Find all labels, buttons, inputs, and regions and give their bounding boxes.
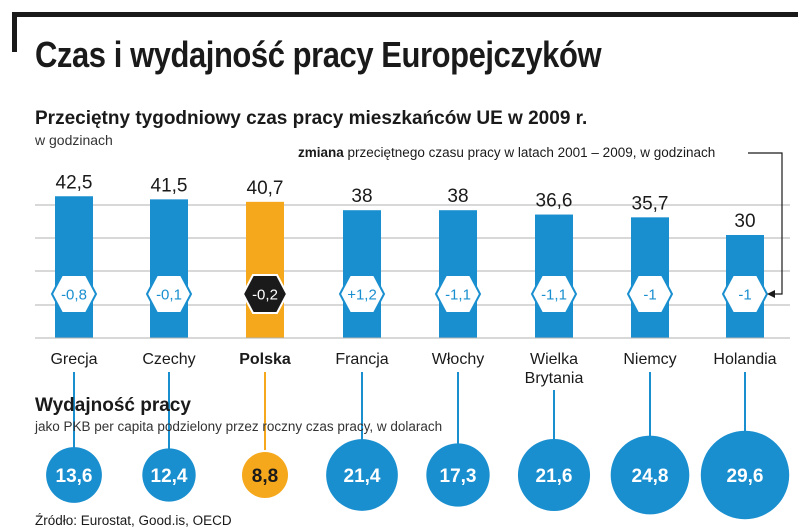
productivity-circle xyxy=(46,447,102,503)
change-value-label: -1,1 xyxy=(541,287,567,304)
productivity-circle xyxy=(142,448,196,502)
productivity-value-label: 8,8 xyxy=(252,466,278,487)
category-label: Polska xyxy=(239,351,291,368)
bar-value-label: 42,5 xyxy=(56,172,93,193)
bar-value-label: 36,6 xyxy=(536,191,573,212)
change-hexagon xyxy=(50,274,98,314)
bar-value-label: 40,7 xyxy=(247,178,284,199)
change-value-label: -1,1 xyxy=(445,287,471,304)
chart-title: Czas i wydajność pracy Europejczyków xyxy=(35,34,602,75)
change-hexagon xyxy=(338,274,386,314)
productivity-value-label: 13,6 xyxy=(56,466,93,487)
category-label: Wielka xyxy=(530,351,578,368)
category-label: Włochy xyxy=(432,351,484,368)
productivity-value-label: 21,6 xyxy=(536,466,573,487)
category-label: Holandia xyxy=(713,351,776,368)
change-hexagon xyxy=(530,274,578,314)
category-label: Grecja xyxy=(50,351,97,368)
source-note: Źródło: Eurostat, Good.is, OECD xyxy=(35,513,232,528)
bar-value-label: 41,5 xyxy=(151,175,188,196)
change-value-label: -1 xyxy=(643,287,656,304)
change-note: zmiana przeciętnego czasu pracy w latach… xyxy=(298,145,715,160)
category-label: Brytania xyxy=(525,370,584,387)
change-note-rest: przeciętnego czasu pracy w latach 2001 –… xyxy=(343,145,716,160)
change-hexagon xyxy=(434,274,482,314)
bar-value-label: 30 xyxy=(734,211,755,232)
change-value-label: -0,1 xyxy=(156,287,182,304)
change-note-bold: zmiana xyxy=(298,145,344,160)
productivity-circle xyxy=(610,435,690,515)
category-label: Czechy xyxy=(142,351,195,368)
change-hexagon xyxy=(626,274,674,314)
bar xyxy=(246,201,284,338)
change-value-label: -1 xyxy=(738,287,751,304)
category-label: Francja xyxy=(335,351,388,368)
change-value-label: +1,2 xyxy=(347,287,377,304)
frame-left-rule xyxy=(12,12,17,52)
change-hexagon xyxy=(145,274,193,314)
productivity-circle xyxy=(242,452,288,498)
change-hexagon xyxy=(241,274,289,314)
productivity-value-label: 21,4 xyxy=(344,466,381,487)
arrow-icon xyxy=(767,290,775,298)
productivity-value-label: 29,6 xyxy=(727,466,764,487)
productivity-value-label: 17,3 xyxy=(440,466,477,487)
productivity-value-label: 24,8 xyxy=(632,466,669,487)
change-note-connector xyxy=(748,152,783,295)
productivity-subtitle: jako PKB per capita podzielony przez roc… xyxy=(35,419,443,434)
productivity-title: Wydajność pracy xyxy=(35,395,191,416)
bar xyxy=(55,196,93,338)
bar-value-label: 38 xyxy=(351,186,372,207)
change-value-label: -0,2 xyxy=(252,287,278,304)
chart-subtitle: Przeciętny tygodniowy czas pracy mieszka… xyxy=(35,108,588,129)
bar xyxy=(150,199,188,338)
productivity-circle xyxy=(517,438,591,512)
change-value-label: -0,8 xyxy=(61,287,87,304)
bar-value-label: 35,7 xyxy=(632,193,669,214)
unit-label: w godzinach xyxy=(35,132,113,148)
productivity-circle xyxy=(426,443,490,507)
category-label: Niemcy xyxy=(623,351,676,368)
bar-value-label: 38 xyxy=(447,186,468,207)
productivity-circle xyxy=(700,430,790,520)
productivity-value-label: 12,4 xyxy=(151,466,188,487)
productivity-circle xyxy=(326,439,398,511)
frame-top-rule xyxy=(12,12,798,17)
